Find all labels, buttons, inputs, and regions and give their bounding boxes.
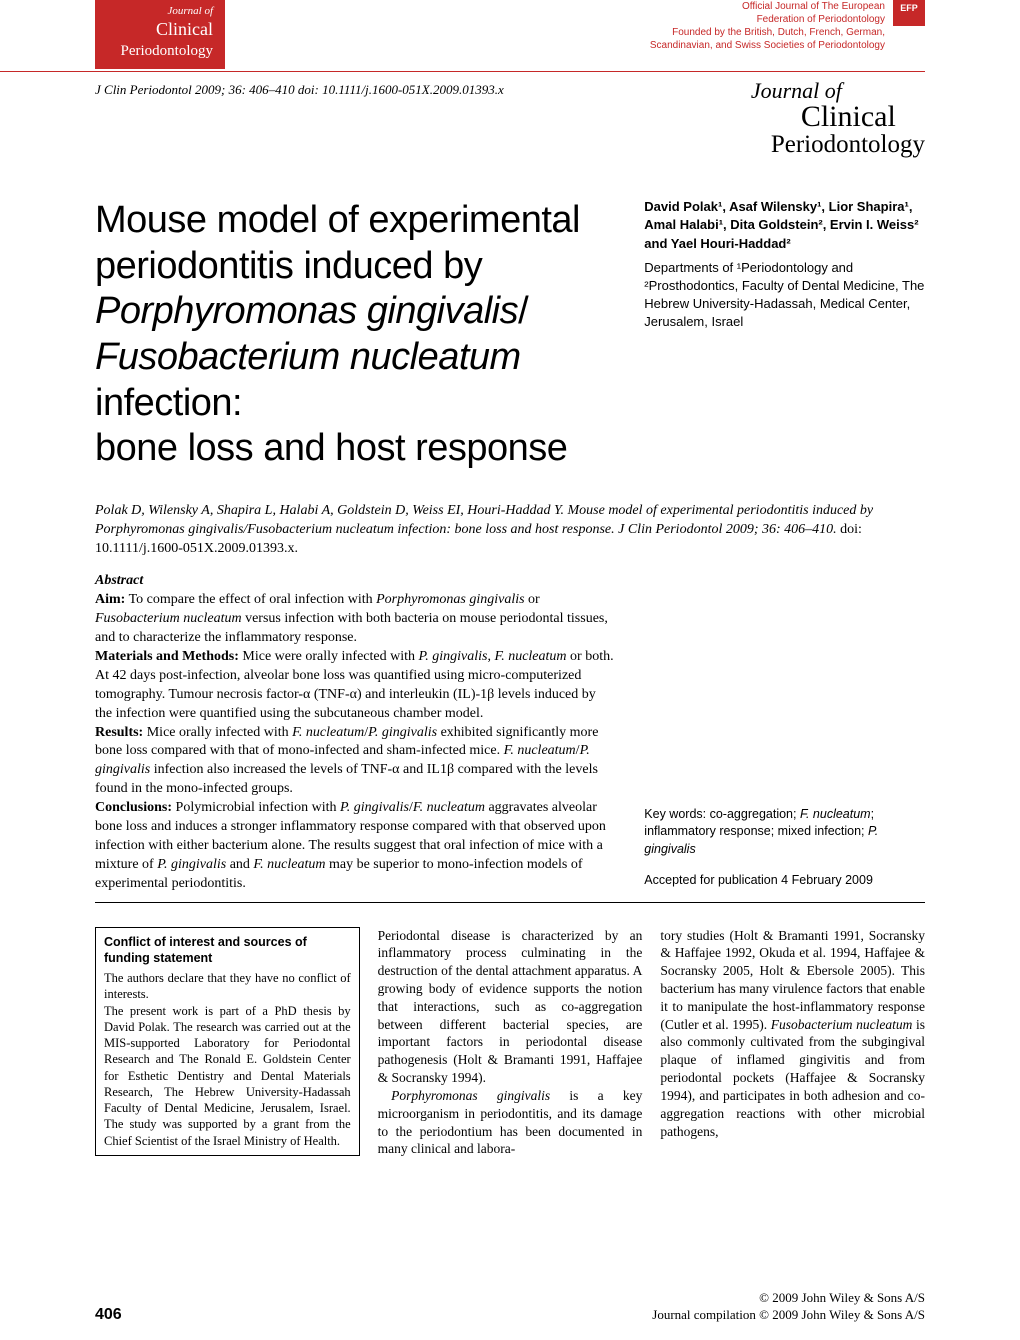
author-affiliations: Departments of ¹Periodontology and ²Pros… — [644, 259, 925, 332]
authors-column: David Polak¹, Asaf Wilensky¹, Lior Shapi… — [644, 198, 925, 472]
abstract-heading: Abstract — [95, 572, 614, 591]
title-l3b: / — [518, 290, 528, 332]
abstract-conclusions: Conclusions: Polymicrobial infection wit… — [95, 799, 614, 893]
body-col-1: Conflict of interest and sources of fund… — [95, 927, 360, 1159]
article-title: Mouse model of experimental periodontiti… — [95, 198, 614, 472]
journal-logo-right: Journal of Clinical Periodontology — [751, 80, 925, 157]
title-l1: Mouse model of experimental — [95, 199, 580, 241]
keywords: Key words: co-aggregation; F. nucleatum;… — [644, 806, 925, 859]
copyright-line1: © 2009 John Wiley & Sons A/S — [652, 1290, 925, 1307]
badge-line1: Journal of — [107, 4, 213, 18]
coi-p1: The authors declare that they have no co… — [104, 970, 351, 1003]
abstract-row: Abstract Aim: To compare the effect of o… — [0, 558, 1020, 893]
citation-authors: Polak D, Wilensky A, Shapira L, Halabi A… — [95, 503, 873, 537]
accepted-date: Accepted for publication 4 February 2009 — [644, 872, 925, 890]
body-c3-p1: tory studies (Holt & Bramanti 1991, Socr… — [660, 927, 925, 1141]
coi-title: Conflict of interest and sources of fund… — [104, 934, 351, 967]
keywords-column: Key words: co-aggregation; F. nucleatum;… — [644, 572, 925, 893]
efp-logo: EFP — [893, 0, 925, 26]
header-bar: Journal of Clinical Periodontology EFP O… — [0, 0, 1020, 69]
citation-block: Polak D, Wilensky A, Shapira L, Halabi A… — [0, 472, 1020, 559]
body-columns: Conflict of interest and sources of fund… — [0, 903, 1020, 1159]
hr-line1: Official Journal of The European — [650, 0, 885, 13]
title-l4a: Fusobacterium nucleatum — [95, 336, 521, 378]
coi-box: Conflict of interest and sources of fund… — [95, 927, 360, 1156]
abstract-results: Results: Mice orally infected with F. nu… — [95, 724, 614, 800]
title-l5: bone loss and host response — [95, 427, 567, 469]
title-column: Mouse model of experimental periodontiti… — [95, 198, 614, 472]
journal-badge: Journal of Clinical Periodontology — [95, 0, 225, 69]
coi-p2: The present work is part of a PhD thesis… — [104, 1003, 351, 1149]
footer: 406 © 2009 John Wiley & Sons A/S Journal… — [95, 1290, 925, 1324]
logo-line2: Clinical — [801, 102, 896, 132]
title-l4b: infection: — [95, 382, 242, 424]
hr-line3: Founded by the British, Dutch, French, G… — [650, 26, 885, 39]
header-right: EFP Official Journal of The European Fed… — [650, 0, 1020, 52]
author-names: David Polak¹, Asaf Wilensky¹, Lior Shapi… — [644, 198, 925, 253]
hr-line4: Scandinavian, and Swiss Societies of Per… — [650, 39, 885, 52]
copyright: © 2009 John Wiley & Sons A/S Journal com… — [652, 1290, 925, 1324]
abstract-aim: Aim: To compare the effect of oral infec… — [95, 591, 614, 648]
logo-line3: Periodontology — [771, 132, 925, 157]
copyright-line2: Journal compilation © 2009 John Wiley & … — [652, 1307, 925, 1324]
badge-line2: Clinical — [107, 18, 213, 41]
abstract-methods: Materials and Methods: Mice were orally … — [95, 648, 614, 724]
badge-line3: Periodontology — [107, 42, 213, 62]
body-c2-p2: Porphyromonas gingivalis is a key microo… — [378, 1087, 643, 1158]
body-c2-p1: Periodontal disease is characterized by … — [378, 927, 643, 1087]
abstract-column: Abstract Aim: To compare the effect of o… — [95, 572, 614, 893]
page-number: 406 — [95, 1306, 122, 1324]
hr-line2: Federation of Periodontology — [650, 13, 885, 26]
body-col-3: tory studies (Holt & Bramanti 1991, Socr… — [660, 927, 925, 1159]
body-col-2: Periodontal disease is characterized by … — [378, 927, 643, 1159]
title-l3a: Porphyromonas gingivalis — [95, 290, 518, 332]
title-l2: periodontitis induced by — [95, 245, 482, 287]
